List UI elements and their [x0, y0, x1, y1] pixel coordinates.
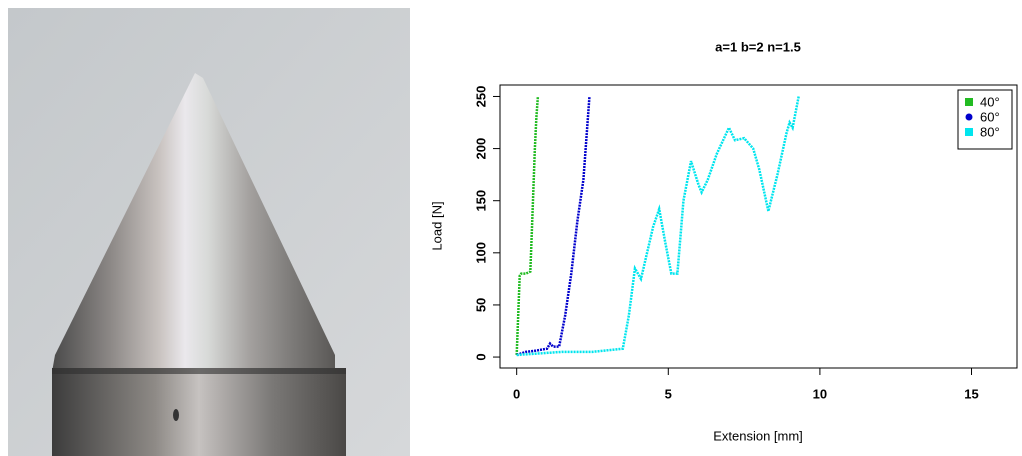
y-tick-label: 50 [473, 298, 488, 312]
y-tick-label: 100 [473, 242, 488, 264]
series-line [516, 96, 591, 357]
series-line [515, 96, 540, 356]
x-tick-label: 10 [813, 386, 827, 401]
legend-label: 80° [980, 124, 1000, 139]
photo [8, 8, 410, 456]
legend-marker [965, 98, 973, 106]
x-axis-label: Extension [mm] [713, 428, 803, 443]
y-tick-label: 200 [473, 138, 488, 160]
legend-label: 40° [980, 94, 1000, 109]
legend-marker [965, 113, 973, 121]
chart-title: a=1 b=2 n=1.5 [715, 39, 801, 54]
legend-marker [965, 128, 973, 136]
series-line [516, 96, 800, 357]
y-tick-label: 250 [473, 86, 488, 108]
y-tick-label: 150 [473, 190, 488, 212]
legend-label: 60° [980, 109, 1000, 124]
x-tick-label: 5 [665, 386, 672, 401]
x-tick-label: 15 [964, 386, 978, 401]
y-tick-label: 0 [473, 353, 488, 360]
x-tick-label: 0 [513, 386, 520, 401]
y-axis-label: Load [N] [429, 201, 444, 250]
